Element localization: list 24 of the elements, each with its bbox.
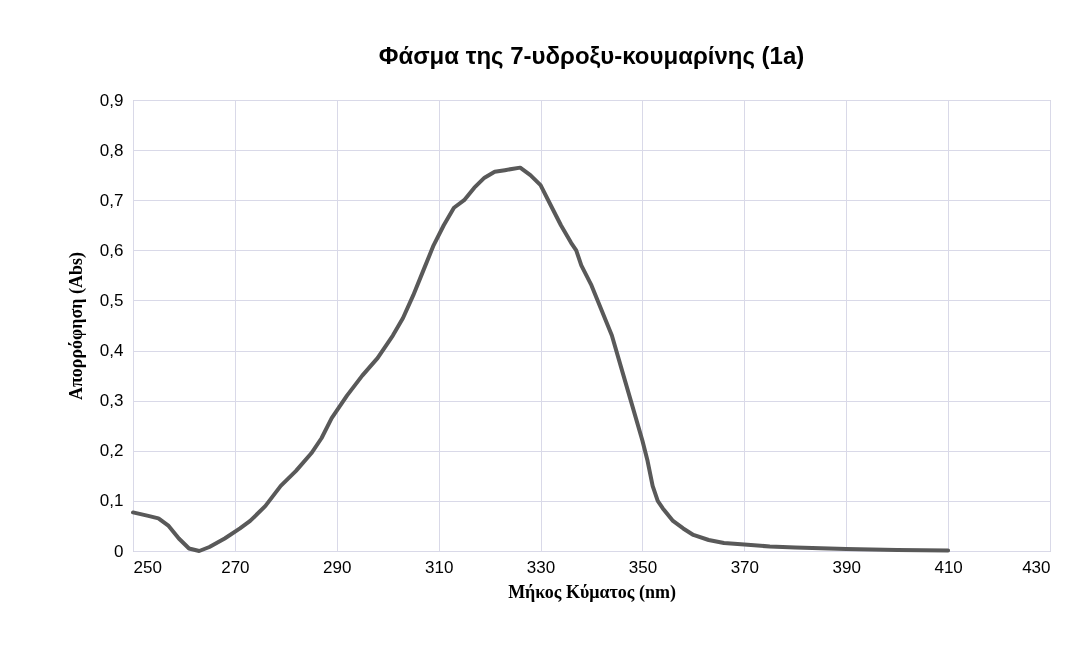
y-tick-label: 0,3 — [99, 391, 124, 411]
y-tick-label: 0,9 — [99, 90, 124, 110]
y-axis-title: Απορρόφηση (Abs) — [65, 251, 87, 401]
y-tick-label: 0,1 — [99, 491, 124, 511]
y-tick-label: 0,2 — [99, 441, 124, 461]
y-tick-label: 0,5 — [99, 290, 124, 310]
y-tick-label: 0 — [114, 541, 124, 561]
x-axis-title: Μήκος Κύματος (nm) — [508, 581, 676, 603]
x-tick-label: 310 — [424, 557, 454, 577]
x-tick-label: 270 — [221, 557, 250, 577]
y-tick-label: 0,4 — [99, 341, 124, 361]
x-tick-label: 330 — [526, 557, 556, 577]
y-tick-label: 0,6 — [99, 240, 124, 260]
chart-title: Φάσμα της 7-υδροξυ-κουμαρίνης (1a) — [378, 42, 805, 69]
x-tick-label: 430 — [1022, 557, 1051, 577]
line-series — [131, 165, 951, 553]
x-tick-label: 370 — [730, 557, 760, 577]
x-tick-label: 350 — [628, 557, 658, 577]
x-tick-label: 250 — [133, 557, 162, 577]
y-tick-label: 0,8 — [99, 140, 124, 160]
y-tick-label: 0,7 — [99, 190, 124, 210]
x-tick-label: 390 — [832, 557, 861, 577]
x-tick-label: 290 — [323, 557, 352, 577]
x-tick-label: 410 — [934, 557, 963, 577]
